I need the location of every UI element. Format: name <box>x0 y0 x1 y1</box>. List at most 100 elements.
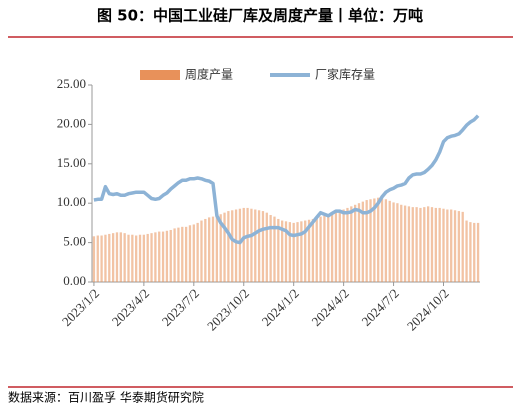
bar <box>169 229 172 282</box>
bar <box>115 232 119 282</box>
bar <box>403 205 407 282</box>
bar <box>319 216 322 282</box>
bar <box>330 214 334 282</box>
bar <box>165 230 169 282</box>
bar <box>465 220 468 282</box>
bar <box>123 233 126 282</box>
bar <box>234 209 238 282</box>
bar <box>311 218 315 282</box>
bar <box>473 222 476 282</box>
x-tick-label: 2023/10/2 <box>204 286 252 334</box>
bar <box>273 216 276 282</box>
x-tick-label: 2023/4/2 <box>109 286 152 329</box>
bar <box>246 207 249 282</box>
bar <box>238 208 242 282</box>
bar <box>111 233 115 282</box>
bar <box>323 215 326 282</box>
bar <box>469 222 472 282</box>
bar <box>357 203 361 282</box>
x-tick-label: 2024/7/2 <box>358 286 401 329</box>
bar <box>457 211 461 282</box>
bar <box>369 199 372 282</box>
bar <box>453 210 457 282</box>
bar <box>392 202 395 282</box>
bar <box>442 208 445 282</box>
bar <box>361 201 364 282</box>
bar <box>215 215 219 282</box>
bar <box>231 210 234 282</box>
bar <box>373 198 376 282</box>
y-tick-label: 10.00 <box>57 194 86 209</box>
bar <box>334 212 338 282</box>
legend-label: 厂家库存量 <box>315 67 375 82</box>
bar <box>292 222 295 282</box>
bar <box>265 212 268 282</box>
bar <box>388 200 391 282</box>
bar <box>476 222 480 282</box>
bar <box>223 212 226 282</box>
x-tick-label: 2023/7/2 <box>159 286 202 329</box>
bar <box>438 207 441 282</box>
y-tick-label: 15.00 <box>57 155 86 170</box>
bar <box>173 228 176 282</box>
bar <box>377 197 380 282</box>
bar <box>338 211 341 282</box>
bar <box>346 207 349 282</box>
y-tick-label: 20.00 <box>57 115 86 130</box>
bar <box>434 207 437 282</box>
bar <box>342 209 345 282</box>
line <box>93 114 480 245</box>
bar <box>315 217 318 282</box>
bar <box>142 234 146 282</box>
y-tick-label: 25.00 <box>57 76 86 91</box>
bar <box>284 221 288 282</box>
bar <box>396 203 399 282</box>
bar <box>419 207 422 282</box>
bar <box>181 226 184 282</box>
bar <box>407 206 411 282</box>
y-tick-label: 0.00 <box>63 273 86 288</box>
bar <box>257 210 261 282</box>
bar <box>261 211 265 282</box>
bar <box>254 209 257 282</box>
bar <box>161 231 165 282</box>
bar <box>188 225 192 282</box>
bar <box>446 209 449 282</box>
bar <box>138 234 142 282</box>
x-tick-label: 2023/1/2 <box>59 286 102 329</box>
bar <box>307 219 311 282</box>
bar <box>196 222 199 282</box>
bar <box>219 214 222 282</box>
bar <box>277 218 280 282</box>
bar <box>304 220 307 282</box>
bar <box>154 232 157 282</box>
bar <box>184 226 188 282</box>
bar <box>192 224 195 282</box>
bar <box>119 232 122 282</box>
bar <box>430 207 434 282</box>
bar <box>92 236 96 282</box>
bar <box>242 207 245 282</box>
bar <box>281 220 284 282</box>
bar <box>204 218 207 282</box>
bar <box>365 200 368 282</box>
bar <box>96 235 99 282</box>
bar <box>400 204 403 282</box>
legend-label: 周度产量 <box>185 67 233 82</box>
bar <box>269 215 272 282</box>
bar <box>250 208 253 282</box>
x-tick-label: 2024/10/2 <box>404 286 452 334</box>
bar <box>146 233 149 282</box>
bar <box>288 222 291 282</box>
bar <box>200 220 203 282</box>
bar <box>227 211 230 282</box>
x-tick-label: 2024/1/2 <box>259 286 302 329</box>
bar <box>300 221 303 282</box>
x-tick-label: 2024/4/2 <box>309 286 352 329</box>
bar <box>100 235 103 282</box>
bar <box>158 231 161 282</box>
bar <box>211 216 215 282</box>
bar <box>353 204 357 282</box>
bar <box>208 217 211 282</box>
